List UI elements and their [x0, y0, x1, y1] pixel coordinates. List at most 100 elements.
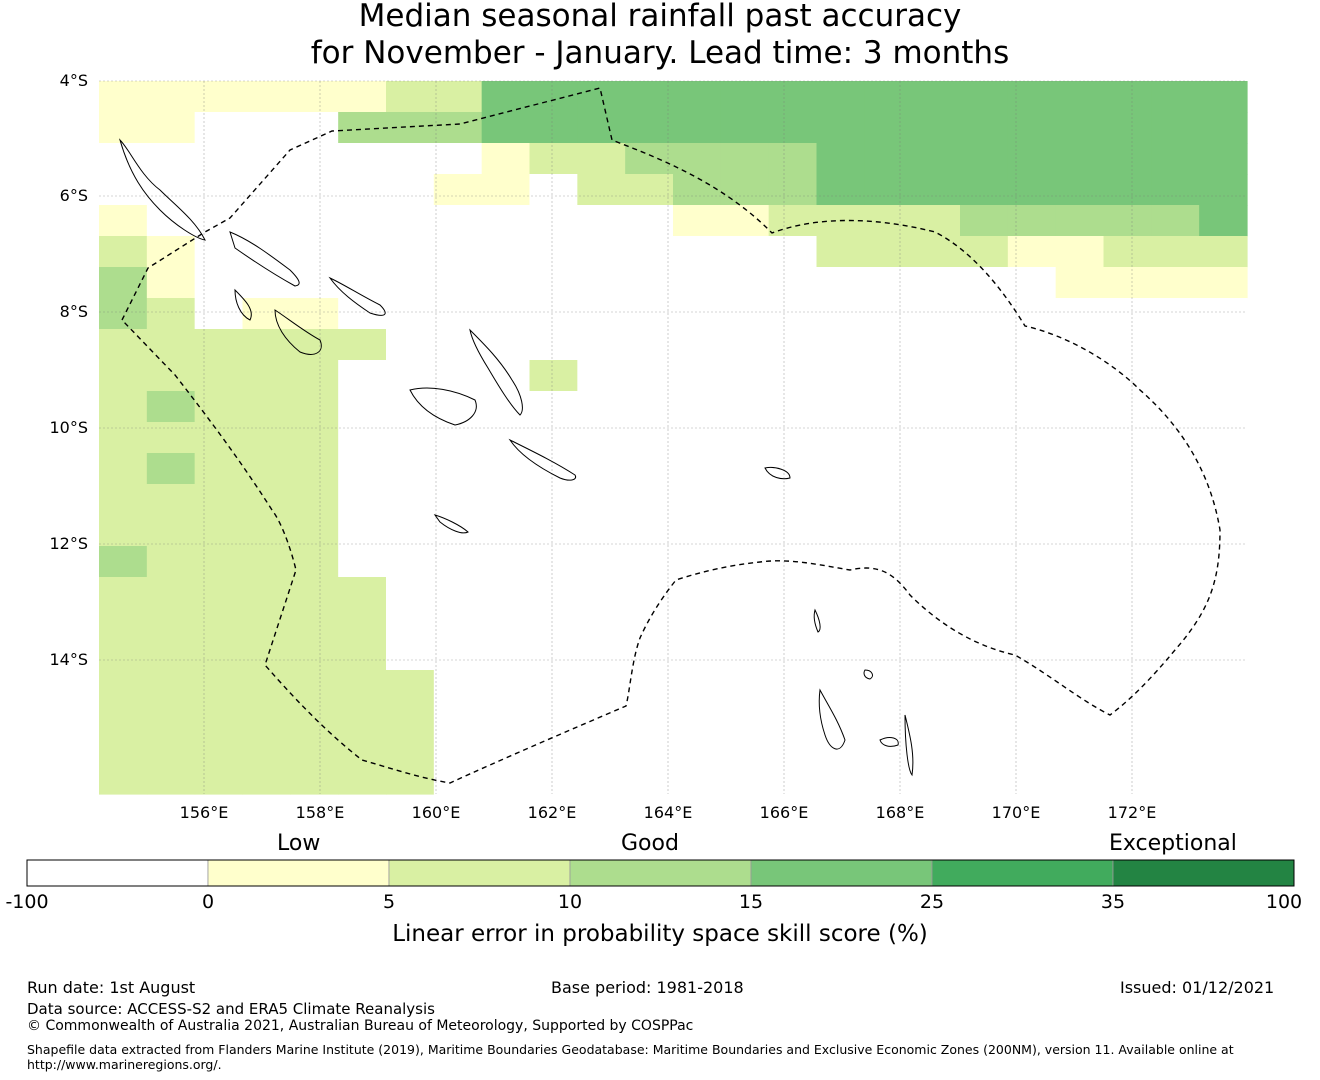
grid-cell — [242, 112, 291, 144]
grid-cell — [912, 515, 961, 547]
grid-cell — [1007, 608, 1057, 640]
grid-cell — [1007, 701, 1057, 733]
grid-cell — [338, 701, 387, 733]
grid-cell — [146, 639, 196, 671]
colorbar-tick: -100 — [5, 891, 49, 913]
grid-cell — [194, 174, 244, 206]
grid-cell — [720, 236, 770, 268]
grid-cell — [625, 639, 674, 671]
grid-cell — [625, 205, 674, 237]
grid-cell — [242, 763, 291, 795]
grid-cell — [433, 174, 483, 206]
grid-cell — [864, 453, 913, 485]
grid-cell — [816, 112, 865, 144]
grid-cell — [912, 360, 961, 392]
grid-cell — [960, 298, 1009, 330]
grid-cell — [242, 422, 291, 454]
grid-cell — [481, 515, 531, 547]
grid-cell — [816, 608, 865, 640]
grid-cell — [1007, 670, 1057, 702]
grid-cell — [290, 732, 339, 764]
grid-cell — [768, 360, 818, 392]
grid-cell — [577, 205, 626, 237]
grid-cell — [99, 236, 148, 268]
grid-cell — [242, 267, 291, 299]
grid-cell — [99, 639, 148, 671]
grid-cell — [720, 329, 770, 361]
grid-cell — [864, 205, 913, 237]
grid-cell — [242, 236, 291, 268]
grid-cell — [912, 143, 961, 175]
grid-cell — [433, 453, 483, 485]
grid-cell — [1007, 546, 1057, 578]
grid-cell — [1151, 422, 1200, 454]
grid-cell — [1151, 112, 1200, 144]
grid-cell — [864, 143, 913, 175]
grid-cell — [338, 298, 387, 330]
grid-cell — [1007, 143, 1057, 175]
grid-cell — [864, 174, 913, 206]
grid-cell — [673, 732, 722, 764]
grid-cell — [864, 391, 913, 423]
grid-cell — [720, 298, 770, 330]
grid-cell — [960, 639, 1009, 671]
grid-cell — [816, 174, 865, 206]
grid-cell — [625, 701, 674, 733]
grid-cell — [768, 763, 818, 795]
grid-cell — [864, 670, 913, 702]
grid-cell — [338, 391, 387, 423]
grid-cell — [529, 701, 578, 733]
grid-cell — [768, 732, 818, 764]
map-gridlines — [99, 80, 1247, 794]
grid-cell — [912, 298, 961, 330]
grid-cell — [1199, 701, 1248, 733]
grid-cell — [338, 484, 387, 516]
grid-cell — [912, 670, 961, 702]
grid-cell — [768, 236, 818, 268]
grid-cell — [529, 670, 578, 702]
grid-cell — [386, 515, 435, 547]
grid-cell — [1103, 546, 1152, 578]
grid-cell — [1199, 81, 1248, 113]
grid-cell — [1103, 205, 1152, 237]
grid-cell — [194, 670, 244, 702]
grid-cell — [673, 112, 722, 144]
grid-cell — [338, 112, 387, 144]
grid-cell — [386, 546, 435, 578]
grid-cell — [99, 515, 148, 547]
grid-cell — [146, 670, 196, 702]
island-outline — [764, 467, 791, 480]
grid-cell — [242, 329, 291, 361]
grid-cell — [1103, 329, 1152, 361]
grid-cell — [577, 515, 626, 547]
grid-cell — [529, 236, 578, 268]
grid-cell — [386, 205, 435, 237]
skill-score-grid — [99, 81, 1248, 795]
grid-cell — [673, 763, 722, 795]
grid-cell — [290, 391, 339, 423]
grid-cell — [1199, 577, 1248, 609]
grid-cell — [1007, 298, 1057, 330]
grid-cell — [1103, 701, 1152, 733]
grid-cell — [1151, 546, 1200, 578]
grid-cell — [816, 267, 865, 299]
grid-cell — [386, 267, 435, 299]
grid-cell — [1199, 608, 1248, 640]
grid-cell — [625, 484, 674, 516]
grid-cell — [433, 360, 483, 392]
grid-cell — [290, 298, 339, 330]
grid-cell — [1007, 174, 1057, 206]
colorbar-segment — [207, 859, 390, 887]
grid-cell — [481, 670, 531, 702]
grid-cell — [99, 453, 148, 485]
grid-cell — [625, 174, 674, 206]
grid-cell — [1151, 391, 1200, 423]
grid-cell — [1103, 670, 1152, 702]
grid-cell — [290, 236, 339, 268]
grid-cell — [481, 732, 531, 764]
grid-cell — [577, 670, 626, 702]
grid-cell — [433, 205, 483, 237]
colorbar-segment — [1112, 859, 1295, 887]
grid-cell — [529, 763, 578, 795]
grid-cell — [481, 453, 531, 485]
